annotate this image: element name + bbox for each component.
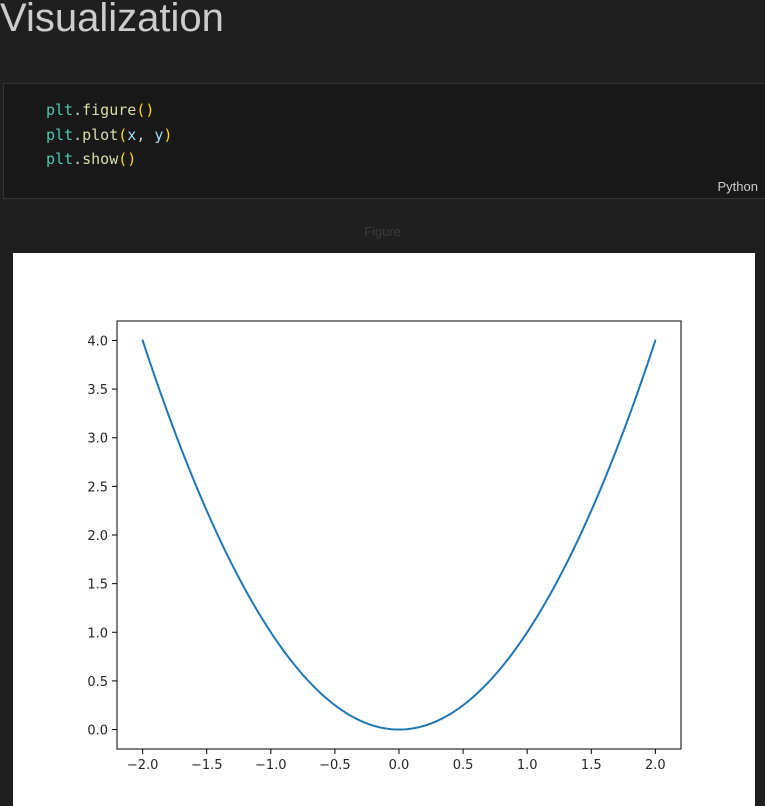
x-tick-label: 1.0 xyxy=(517,758,538,773)
x-tick-label: 1.5 xyxy=(581,758,602,773)
x-tick-label: −2.0 xyxy=(127,758,159,773)
y-tick-label: 3.0 xyxy=(87,432,108,447)
y-tick-label: 0.0 xyxy=(87,724,108,739)
y-tick-label: 1.5 xyxy=(87,578,108,593)
code-token: ( xyxy=(118,125,128,144)
y-tick-label: 2.5 xyxy=(87,480,108,495)
code-cell[interactable]: plt.figure() plt.plot(x, y) plt.show() Pyt… xyxy=(3,83,765,199)
x-tick-label: 2.0 xyxy=(645,758,666,773)
language-label[interactable]: Python xyxy=(717,179,758,194)
x-tick-label: −1.5 xyxy=(191,758,223,773)
code-token: plot xyxy=(82,125,119,144)
code-token: ) xyxy=(163,125,173,144)
code-token: . xyxy=(73,101,83,119)
code-token: plt xyxy=(46,101,74,119)
code-line: plt.show() xyxy=(46,147,172,172)
code-line: plt.figure() xyxy=(46,98,172,123)
series-line-0 xyxy=(141,339,657,731)
x-tick-label: −0.5 xyxy=(319,758,351,773)
y-tick-label: 3.5 xyxy=(87,383,108,398)
code-token: show xyxy=(82,150,119,168)
code-token: . xyxy=(73,125,83,144)
section-heading: Visualization xyxy=(0,0,224,40)
x-tick-label: 0.0 xyxy=(389,758,410,773)
x-tick-label: 0.5 xyxy=(453,758,474,773)
y-tick-label: 2.0 xyxy=(87,529,108,544)
y-tick-label: 4.0 xyxy=(87,334,108,349)
y-tick-label: 0.5 xyxy=(87,675,108,690)
axes-frame xyxy=(116,320,682,750)
code-token: . xyxy=(73,150,83,168)
line-chart: −2.0 −1.5 −1.0 −0.5 0.0 0.5 1.0 1.5 2.0 0.0 0.5 1.0… xyxy=(87,320,682,773)
code-token: plt xyxy=(46,125,74,144)
code-token: plt xyxy=(46,150,74,168)
code-token: () xyxy=(118,150,137,168)
figure-caption: Figure xyxy=(364,224,401,239)
code-token: figure xyxy=(82,101,137,119)
x-tick-label: −1.0 xyxy=(255,758,287,773)
figure-output: −2.0 −1.5 −1.0 −0.5 0.0 0.5 1.0 1.5 2.0 0.0 0.5 1.0… xyxy=(13,253,755,806)
code-token: () xyxy=(136,101,155,119)
code-line: plt.plot(x, y) xyxy=(46,123,172,148)
code-editor[interactable]: plt.figure() plt.plot(x, y) plt.show() xyxy=(46,98,172,172)
y-tick-label: 1.0 xyxy=(87,626,108,641)
code-token: x xyxy=(127,125,137,144)
code-token: y xyxy=(154,125,164,144)
code-token: , xyxy=(136,125,155,144)
